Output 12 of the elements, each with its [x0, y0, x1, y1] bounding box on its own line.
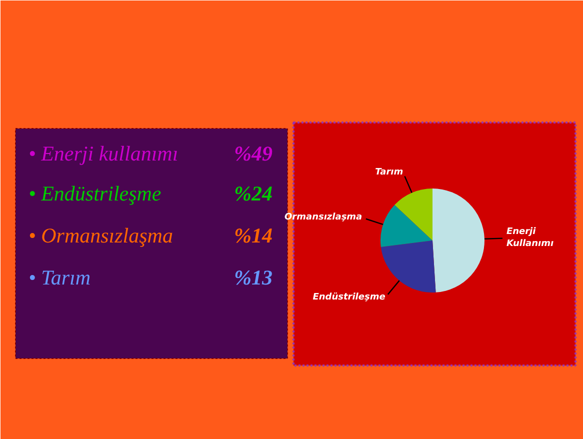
slice-label: Endüstrileşme: [312, 292, 386, 303]
text: %13: [234, 266, 273, 290]
slice-label: Ormansızlaşma: [284, 212, 362, 223]
slice-label: Enerji Kullanımı: [506, 227, 554, 250]
slice-label: Tarım: [375, 168, 404, 178]
text: • Enerji kullanımı: [28, 142, 178, 166]
text: %49: [234, 142, 273, 166]
text: • Endüstrileşme: [28, 182, 162, 206]
text: %24: [234, 182, 273, 206]
text: • Ormansızlaşma: [28, 224, 173, 248]
text: %14: [234, 224, 273, 248]
text: • Tarım: [28, 266, 91, 290]
